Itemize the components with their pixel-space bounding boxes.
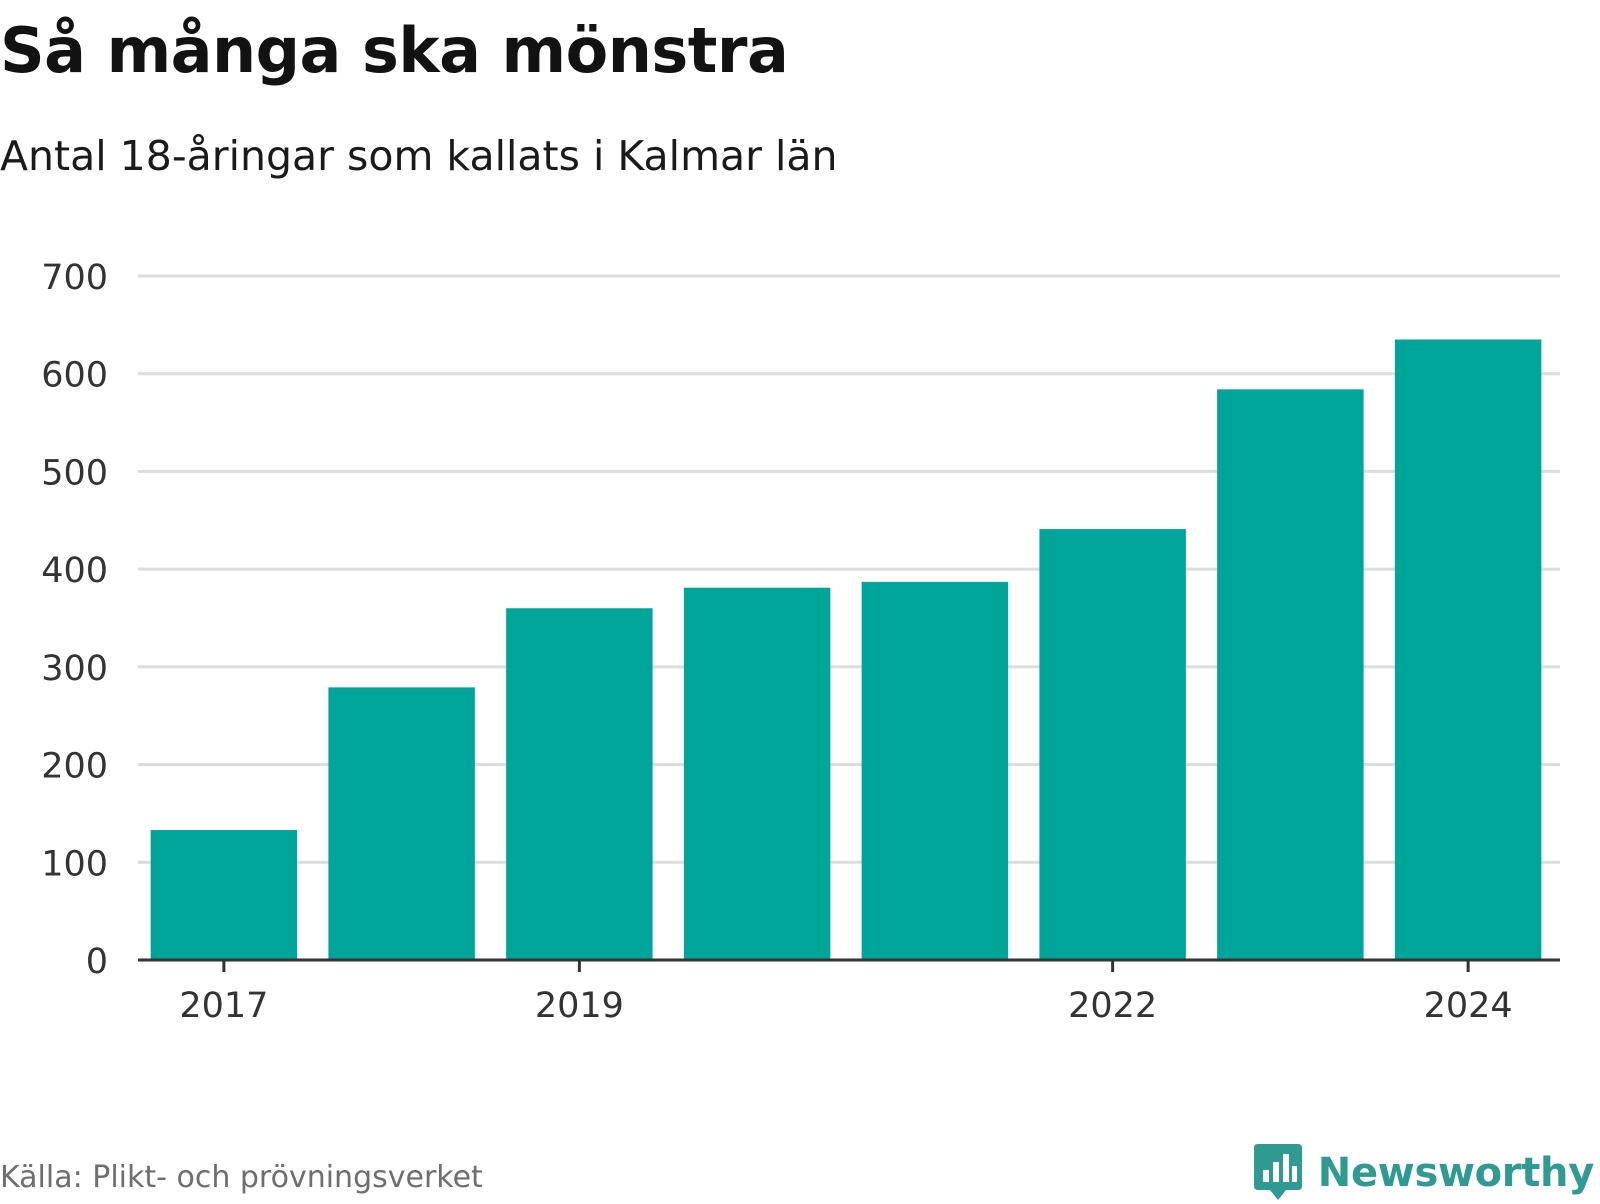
bar-2019 bbox=[506, 608, 653, 960]
bar-2022 bbox=[1039, 529, 1186, 960]
bar-chart-speech-bubble-icon bbox=[1253, 1144, 1302, 1200]
source-note: Källa: Plikt- och prövningsverket bbox=[0, 1160, 483, 1195]
chart-subtitle: Antal 18-åringar som kallats i Kalmar lä… bbox=[0, 132, 838, 180]
x-tick-label-2022: 2022 bbox=[1068, 986, 1157, 1026]
x-tick-label-2024: 2024 bbox=[1424, 986, 1513, 1026]
chart-title: Så många ska mönstra bbox=[0, 14, 789, 87]
x-tick-label-2017: 2017 bbox=[179, 986, 268, 1026]
y-tick-label-400: 400 bbox=[41, 551, 108, 591]
y-tick-label-100: 100 bbox=[41, 844, 108, 884]
bar-2017 bbox=[150, 830, 298, 960]
y-tick-label-600: 600 bbox=[41, 356, 108, 396]
bar-2024 bbox=[1394, 339, 1542, 960]
y-tick-label-0: 0 bbox=[86, 942, 108, 982]
bar-2021 bbox=[861, 581, 1009, 960]
bar-2018 bbox=[328, 687, 475, 960]
y-tick-label-300: 300 bbox=[41, 649, 108, 689]
y-tick-label-700: 700 bbox=[41, 258, 108, 298]
bar-chart: 0 100 200 300 400 500 600 700 2017 2019 2022 2024 bbox=[41, 258, 1560, 1026]
brand-name: Newsworthy bbox=[1317, 1150, 1595, 1196]
y-tick-label-200: 200 bbox=[41, 747, 108, 787]
bar-2023 bbox=[1217, 389, 1364, 960]
y-tick-label-500: 500 bbox=[41, 453, 108, 493]
brand-logo: Newsworthy bbox=[1252, 1142, 1594, 1204]
x-tick-label-2019: 2019 bbox=[535, 986, 624, 1026]
bar-2020 bbox=[683, 587, 831, 960]
